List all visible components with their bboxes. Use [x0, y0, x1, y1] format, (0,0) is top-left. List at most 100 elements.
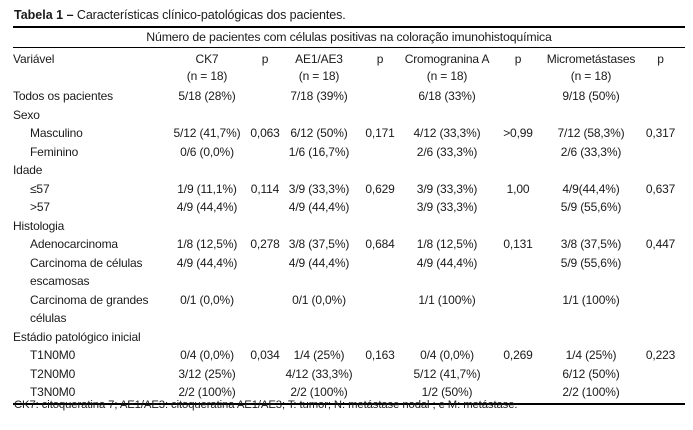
- table-row: Masculino 5/12 (41,7%) 0,063 6/12 (50%) 0,17…: [13, 124, 685, 143]
- row-label-cell: T1N0M0: [30, 348, 76, 362]
- row-label-cell: ≤57: [30, 181, 50, 196]
- table-body: Todos os pacientes 5/18 (28%) 7/18 (39%) 6/…: [13, 87, 686, 405]
- value-cell: [490, 217, 546, 236]
- value-cell: [356, 217, 404, 236]
- value-cell: 1/9 (11,1%): [177, 181, 237, 196]
- value-cell: 4/9 (44,4%): [288, 255, 350, 270]
- row-label-cell: Estádio patológico inicial: [13, 329, 141, 344]
- row-label-cell: Sexo: [13, 107, 40, 122]
- value-cell: [282, 106, 356, 125]
- table-row: Carcinoma de grandes células 0/1 (0,0%) 0/…: [13, 291, 685, 328]
- value-cell: [356, 106, 404, 125]
- row-label-cell: Carcinoma de células escamosas: [30, 255, 143, 289]
- patients-table: Número de pacientes com células positiva…: [13, 26, 686, 405]
- section-row: Sexo: [13, 106, 685, 125]
- row-label-cell: Masculino: [30, 126, 83, 140]
- value-cell: 1,00: [506, 181, 530, 196]
- value-cell: 0,223: [645, 348, 676, 362]
- section-row: Idade: [13, 161, 685, 180]
- value-cell: [356, 87, 404, 106]
- value-cell: 6/18 (33%): [418, 89, 476, 103]
- value-cell: 3/12 (25%): [178, 366, 236, 381]
- value-cell: [636, 217, 685, 236]
- spanning-header: Número de pacientes com células positiva…: [13, 26, 686, 48]
- value-cell: 0,269: [503, 348, 533, 362]
- value-cell: [248, 198, 282, 217]
- row-label-cell: Adenocarcinoma: [30, 237, 118, 251]
- value-cell: [546, 106, 636, 125]
- value-cell: 5/18 (28%): [178, 89, 236, 103]
- value-cell: [636, 365, 685, 384]
- value-cell: 1/1 (100%): [562, 292, 620, 307]
- value-cell: [248, 365, 282, 384]
- row-label-cell: Idade: [13, 163, 43, 177]
- value-cell: [490, 365, 546, 384]
- table-row: T2N0M0 3/12 (25%) 4/12 (33,3%) 5/12 (41,7%)…: [13, 365, 685, 384]
- section-row: Estádio patológico inicial: [13, 328, 685, 347]
- value-cell: 2/2 (100%): [166, 383, 248, 405]
- value-cell: [404, 217, 490, 236]
- value-cell: [166, 328, 248, 347]
- value-cell: 5/12 (41,7%): [413, 366, 481, 381]
- value-cell: [356, 198, 404, 217]
- value-cell: [636, 106, 685, 125]
- value-cell: 6/12 (50%): [290, 126, 348, 140]
- column-header-row: Variável CK7 (n = 18) p AE1/AE3 (n = 18) p Crom…: [13, 48, 685, 88]
- value-cell: 4/9(44,4%): [562, 181, 620, 196]
- value-cell: [166, 106, 248, 125]
- value-cell: [248, 87, 282, 106]
- value-cell: 3/8 (37,5%): [288, 237, 350, 251]
- value-cell: 2/2 (100%): [282, 383, 356, 405]
- value-cell: [248, 383, 282, 405]
- value-cell: [490, 328, 546, 347]
- value-cell: 1/8 (12,5%): [176, 237, 238, 251]
- value-cell: 5/12 (41,7%): [173, 126, 241, 140]
- value-cell: 0/1 (0,0%): [292, 292, 346, 307]
- row-label-cell: Feminino: [30, 144, 79, 159]
- value-cell: [356, 254, 404, 291]
- value-cell: 0/6 (0,0%): [180, 144, 234, 159]
- value-cell: [356, 383, 404, 405]
- value-cell: 0,171: [365, 126, 395, 140]
- value-cell: 0/4 (0,0%): [180, 348, 234, 362]
- value-cell: [356, 143, 404, 162]
- row-label-cell: T3N0M0: [13, 383, 166, 405]
- value-cell: >0,99: [503, 126, 533, 140]
- value-cell: 4/9 (44,4%): [176, 255, 238, 270]
- value-cell: [166, 161, 248, 180]
- value-cell: [282, 217, 356, 236]
- value-cell: [636, 87, 685, 106]
- value-cell: 0,278: [250, 237, 280, 251]
- table-row: Carcinoma de células escamosas 4/9 (44,4%…: [13, 254, 685, 291]
- value-cell: [490, 198, 546, 217]
- value-cell: 4/9 (44,4%): [416, 255, 478, 270]
- value-cell: 3/9 (33,3%): [416, 200, 478, 214]
- value-cell: 0,629: [365, 181, 395, 196]
- value-cell: 0,163: [365, 348, 395, 362]
- value-cell: [490, 87, 546, 106]
- value-cell: [636, 328, 685, 347]
- row-label-cell: Histologia: [13, 218, 65, 233]
- value-cell: 0/4 (0,0%): [420, 348, 474, 362]
- table-header: Número de pacientes com células positiva…: [13, 26, 686, 88]
- value-cell: 0,063: [250, 126, 280, 140]
- spanning-header-row: Número de pacientes com células positiva…: [13, 26, 686, 48]
- column-header: CK7 (n = 18): [186, 52, 228, 83]
- column-header: Cromogranina A (n = 18): [404, 52, 490, 83]
- value-cell: [636, 161, 685, 180]
- value-cell: [404, 161, 490, 180]
- value-cell: 0,637: [645, 181, 676, 196]
- value-cell: 1/6 (16,7%): [288, 144, 350, 159]
- value-cell: 3/9 (33,3%): [416, 181, 478, 196]
- value-cell: [490, 161, 546, 180]
- column-header: p: [657, 52, 664, 66]
- value-cell: [546, 161, 636, 180]
- value-cell: 4/12 (33,3%): [285, 366, 353, 381]
- value-cell: 3/9 (33,3%): [288, 181, 350, 196]
- value-cell: [248, 143, 282, 162]
- value-cell: [166, 217, 248, 236]
- value-cell: 0,317: [645, 126, 676, 140]
- value-cell: 1/1 (100%): [418, 292, 476, 307]
- column-header: p: [261, 52, 269, 66]
